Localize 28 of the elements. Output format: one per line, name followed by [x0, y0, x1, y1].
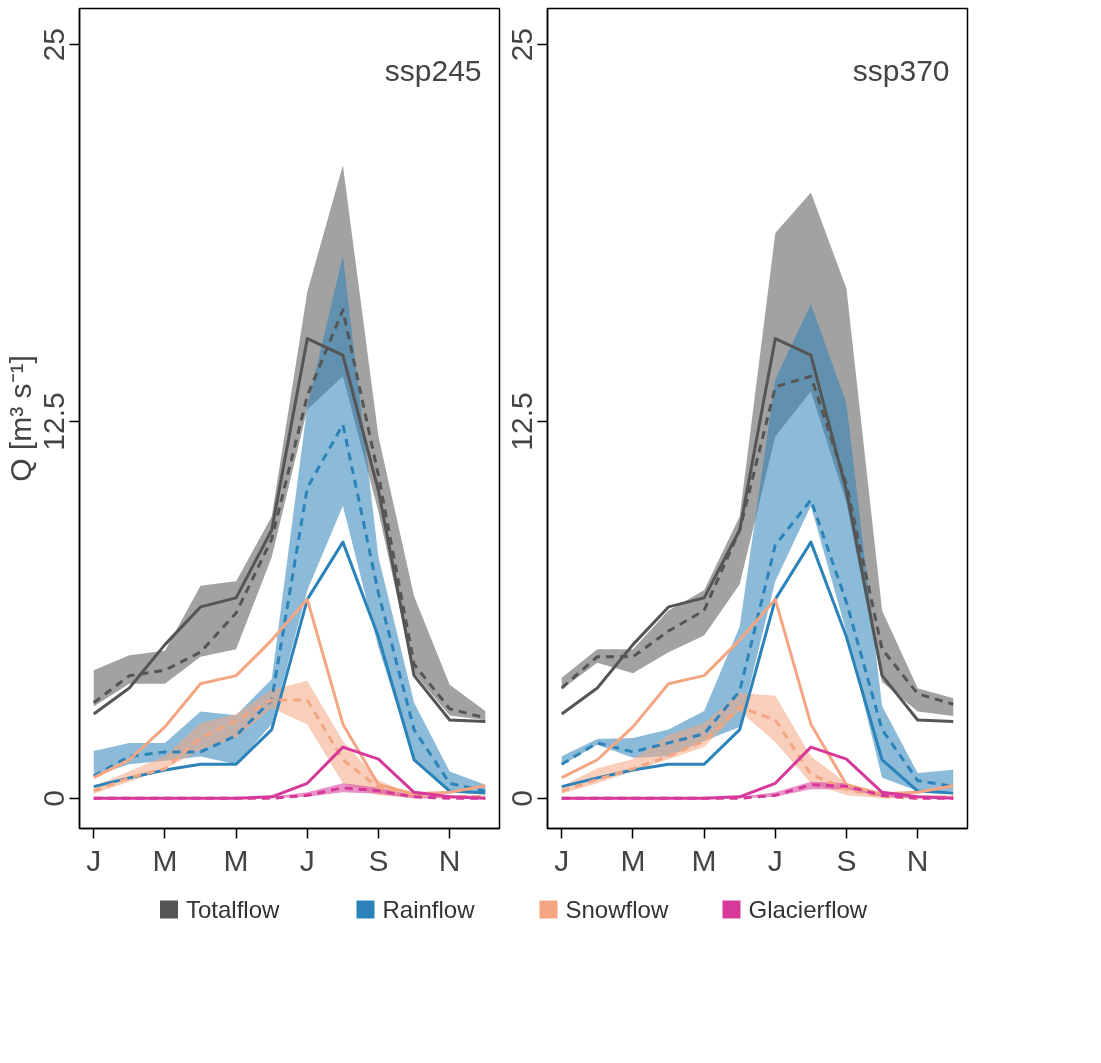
line-series [560, 597, 955, 796]
y-tick-label: 0 [37, 790, 71, 807]
legend-label: Totalflow [186, 896, 281, 923]
x-tick-label: M [223, 843, 249, 877]
line-series [92, 597, 487, 796]
x-tick-label: J [86, 843, 102, 877]
x-tick-label: J [554, 843, 570, 877]
x-tick-label: J [767, 843, 783, 877]
x-tick-label: M [152, 843, 178, 877]
x-tick-label: N [438, 843, 461, 877]
line-series [560, 540, 955, 795]
y-tick-label: 12.5 [37, 392, 71, 451]
x-tick-label: M [620, 843, 646, 877]
y-tick-label: 0 [505, 790, 539, 807]
y-axis-title: Q [m³ s⁻¹] [3, 355, 37, 482]
x-tick-label: S [836, 843, 857, 877]
x-tick-label: J [299, 843, 315, 877]
x-tick-label: N [906, 843, 929, 877]
y-tick-label: 25 [37, 27, 71, 62]
y-tick-label: 25 [505, 27, 539, 62]
legend-label: Glacierflow [748, 896, 868, 923]
x-tick-label: S [368, 843, 389, 877]
annotation: ssp370 [852, 53, 950, 87]
legend-label: Rainflow [382, 896, 476, 923]
annotation: ssp245 [384, 53, 482, 87]
x-tick-label: M [691, 843, 717, 877]
y-tick-label: 12.5 [505, 392, 539, 451]
legend-label: Snowflow [565, 896, 669, 923]
